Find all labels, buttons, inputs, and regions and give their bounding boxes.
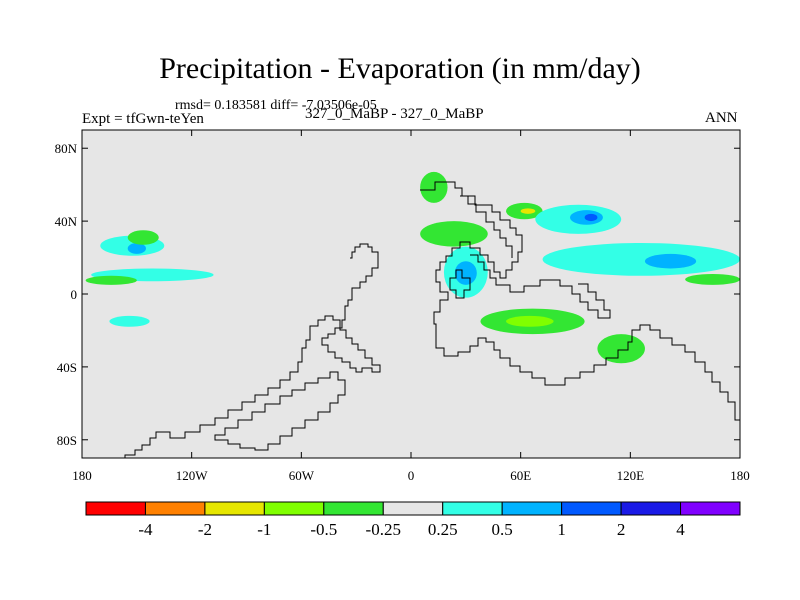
- colorbar-label: -0.25: [366, 520, 401, 539]
- anomaly-region-4: [109, 315, 150, 327]
- coastlines: [95, 181, 740, 459]
- coastline-island: [214, 371, 346, 451]
- x-tick-label: 120W: [176, 468, 209, 483]
- anomaly-region-6: [420, 221, 488, 247]
- coastline-america: [95, 243, 381, 459]
- colorbar-swatch-6: [442, 501, 503, 516]
- colorbar-label: -2: [198, 520, 212, 539]
- anomaly-region-19: [597, 334, 645, 364]
- colorbar-label: -1: [257, 520, 271, 539]
- y-tick-label: 80N: [55, 141, 78, 156]
- anomaly-region-12: [520, 208, 536, 214]
- anomaly-region-20: [420, 171, 448, 203]
- colorbar-swatch-10: [680, 501, 741, 516]
- anomaly-region-15: [584, 213, 598, 222]
- y-tick-label: 0: [71, 287, 78, 302]
- anomaly-regions: [85, 171, 740, 364]
- anomaly-region-1: [127, 242, 146, 254]
- x-tick-label: 60W: [289, 468, 315, 483]
- colorbar-label: -0.5: [310, 520, 337, 539]
- colorbar-swatch-2: [204, 501, 265, 516]
- colorbar-swatch-4: [323, 501, 384, 516]
- colorbar-swatch-8: [561, 501, 622, 516]
- y-tick-label: 40S: [57, 360, 77, 375]
- colorbar-swatch-5: [382, 501, 444, 516]
- colorbar: -4 -2 -1 -0.5 -0.25 0.25 0.5 1 2 4: [85, 501, 741, 539]
- x-axis: 180 120W 60W 0 60E 120E 180: [72, 130, 750, 483]
- y-axis: 80N 40N 0 40S 80S: [55, 141, 740, 448]
- coastline-peninsula: [470, 254, 611, 319]
- anomaly-region-16: [542, 242, 740, 276]
- colorbar-label: 1: [557, 520, 566, 539]
- experiment-label: Expt = tfGwn-teYen: [82, 111, 204, 127]
- plot-background: [82, 130, 740, 458]
- case-label: 327_0_MaBP - 327_0_MaBP: [305, 106, 484, 122]
- colorbar-label: 4: [676, 520, 685, 539]
- chart-title: Precipitation - Evaporation (in mm/day): [159, 52, 641, 85]
- colorbar-swatch-9: [620, 501, 682, 516]
- colorbar-swatch-7: [501, 501, 563, 516]
- stats-text: rmsd= 0.183581 diff= -7.03506e-05: [175, 98, 377, 113]
- anomaly-region-17: [644, 253, 697, 269]
- coastline-sea: [449, 269, 471, 299]
- x-tick-label: 0: [408, 468, 415, 483]
- x-tick-label: 180: [72, 468, 92, 483]
- x-tick-label: 180: [730, 468, 750, 483]
- anomaly-region-8: [454, 261, 477, 285]
- anomaly-region-18: [685, 273, 740, 285]
- anomaly-region-3: [85, 275, 137, 285]
- colorbar-label: -4: [138, 520, 153, 539]
- colorbar-label: 0.25: [428, 520, 458, 539]
- colorbar-label: 0.5: [492, 520, 513, 539]
- colorbar-swatch-0: [85, 501, 146, 516]
- x-tick-label: 60E: [510, 468, 531, 483]
- coastline-eurasia-inner: [460, 195, 513, 258]
- y-tick-label: 80S: [57, 433, 77, 448]
- anomaly-region-10: [506, 315, 554, 327]
- season-label: ANN: [705, 110, 738, 126]
- colorbar-label: 2: [617, 520, 626, 539]
- colorbar-swatch-1: [144, 501, 206, 516]
- x-tick-label: 120E: [617, 468, 645, 483]
- y-tick-label: 40N: [55, 214, 78, 229]
- colorbar-swatch-3: [263, 501, 325, 516]
- anomaly-region-5: [127, 230, 159, 245]
- coastline-eurasia-africa: [420, 181, 740, 421]
